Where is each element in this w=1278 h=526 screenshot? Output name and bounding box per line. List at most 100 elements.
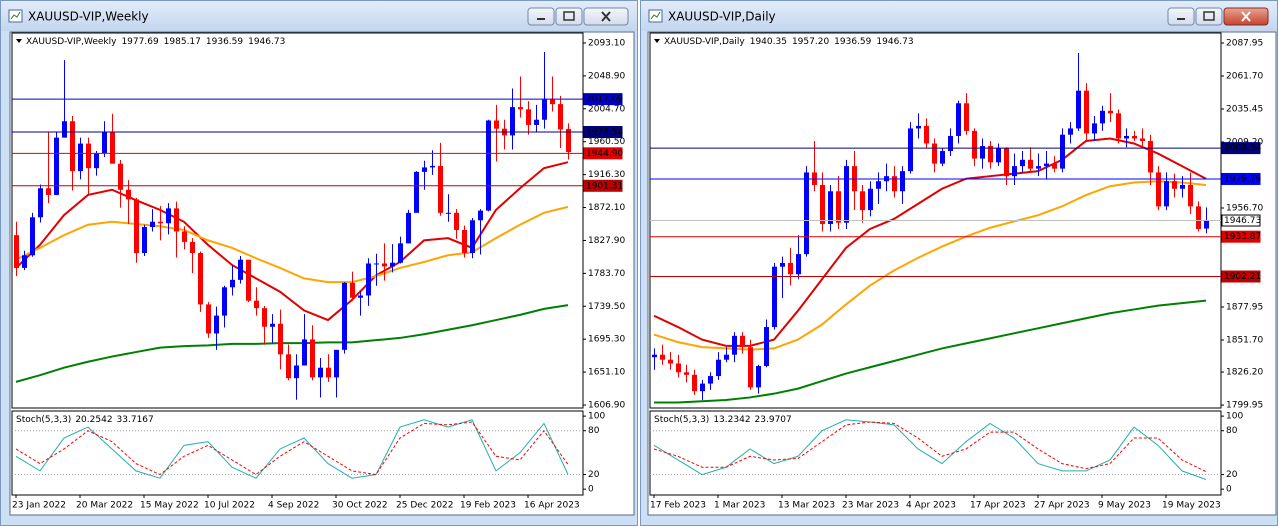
stoch-name: Stoch(5,3,3) — [654, 415, 709, 425]
candle-body — [366, 263, 371, 296]
time-label: 15 May 2022 — [140, 501, 199, 511]
candle-body — [876, 181, 881, 189]
candle-body — [454, 212, 459, 230]
candle-body — [102, 131, 107, 154]
candle-body — [1148, 140, 1153, 173]
moving-average — [15, 205, 569, 284]
candle-body — [526, 109, 531, 125]
price-tick-label: 1960.50 — [588, 137, 625, 147]
candle-body — [86, 143, 91, 169]
price-level-label: 1944.90 — [586, 149, 623, 159]
stoch-header: Stoch(5,3,3) 20.2542 33.7167 — [16, 415, 154, 425]
moving-average — [653, 180, 1207, 351]
candle-body — [182, 231, 187, 242]
stoch-signal-value: 33.7167 — [117, 415, 154, 425]
candle-body — [1100, 110, 1105, 124]
candle-body — [932, 143, 937, 164]
minimize-button[interactable] — [1167, 7, 1195, 26]
window-icon-glyph — [10, 11, 21, 20]
price-level-label: 1933.87 — [1224, 232, 1261, 242]
stoch-pane — [649, 410, 1222, 496]
candle-body — [660, 354, 665, 360]
candle-body — [470, 220, 475, 254]
header-ohlc: 1957.20 — [792, 37, 829, 47]
price-tick-label: 1739.50 — [588, 302, 625, 312]
price-level-tag — [1221, 172, 1261, 185]
price-level-label: 1902.21 — [1224, 272, 1261, 282]
candle-body — [422, 167, 427, 172]
price-tick-label: 1651.10 — [588, 368, 625, 378]
candle-body — [1172, 181, 1177, 189]
candle-body — [70, 121, 75, 172]
price-tick-label: 2048.90 — [588, 71, 625, 81]
window-title: XAUUSD-VIP,Daily — [668, 10, 776, 24]
candle-body — [940, 151, 945, 164]
candle-body — [246, 259, 251, 301]
price-tick-label: 1827.90 — [588, 236, 625, 246]
time-label: 17 Feb 2023 — [650, 501, 706, 511]
header-arrow — [16, 39, 22, 43]
candle-body — [836, 191, 841, 223]
candle-body — [30, 217, 35, 256]
candle-body — [270, 323, 275, 327]
stoch-header: Stoch(5,3,3) 13.2342 23.9707 — [654, 415, 792, 425]
candle-body — [1116, 113, 1121, 139]
candle-body — [1020, 159, 1025, 167]
restore-glyph — [563, 11, 575, 21]
stoch-tick-label: 0 — [1226, 485, 1232, 495]
candle-body — [988, 146, 993, 163]
candle-body — [1108, 110, 1113, 114]
chart-client — [647, 31, 1277, 516]
stoch-signal — [653, 421, 1207, 473]
candle-body — [238, 259, 243, 280]
window-title: XAUUSD-VIP,Weekly — [28, 10, 149, 24]
price-tick-label: 1783.70 — [588, 269, 625, 279]
window-icon-glyph — [650, 11, 661, 20]
candle-body — [844, 166, 849, 223]
candle-body — [1132, 135, 1137, 139]
candle-body — [510, 107, 515, 136]
price-tick-label: 1877.95 — [1226, 302, 1263, 312]
minimize-button[interactable] — [527, 7, 555, 26]
candle-body — [542, 99, 547, 120]
stoch-signal-value: 23.9707 — [755, 415, 792, 425]
candle-body — [198, 253, 203, 305]
stoch-main — [653, 419, 1207, 480]
candle-body — [374, 263, 379, 265]
price-tick-label: 2093.10 — [588, 38, 625, 48]
candle-body — [254, 300, 259, 309]
candle-body — [54, 137, 59, 195]
candle-body — [772, 266, 777, 328]
candle-body — [1164, 181, 1169, 207]
candle-body — [908, 128, 913, 172]
candle-body — [692, 374, 697, 392]
candle-body — [676, 363, 681, 373]
candle-body — [342, 282, 347, 350]
candle-body — [892, 176, 897, 192]
candle-body — [334, 349, 339, 378]
price-level-label: 2017.69 — [586, 95, 623, 105]
candle-body — [14, 235, 19, 268]
restore-button[interactable] — [555, 7, 583, 26]
price-level-label: 1946.73 — [1224, 216, 1261, 226]
candle-body — [566, 128, 571, 152]
candle-body — [1028, 159, 1033, 169]
candle-body — [558, 104, 563, 130]
chart-client — [9, 31, 635, 516]
header-ohlc: 1940.35 — [750, 37, 787, 47]
time-label: 20 Mar 2022 — [76, 501, 133, 511]
time-label: 19 May 2023 — [1162, 501, 1221, 511]
restore-button[interactable] — [1195, 7, 1223, 26]
main-pane — [11, 32, 584, 409]
candle-body — [166, 208, 171, 224]
candle-body — [150, 221, 155, 227]
price-tick-label: 2035.45 — [1226, 104, 1263, 114]
candle-body — [756, 366, 761, 388]
price-level-label: 2004.34 — [1224, 144, 1261, 154]
header-ohlc: 1946.73 — [876, 37, 913, 47]
candle-body — [486, 120, 491, 211]
moving-average — [15, 304, 569, 383]
time-label: 4 Sep 2022 — [268, 501, 319, 511]
candle-body — [1092, 123, 1097, 134]
candle-body — [262, 308, 267, 327]
